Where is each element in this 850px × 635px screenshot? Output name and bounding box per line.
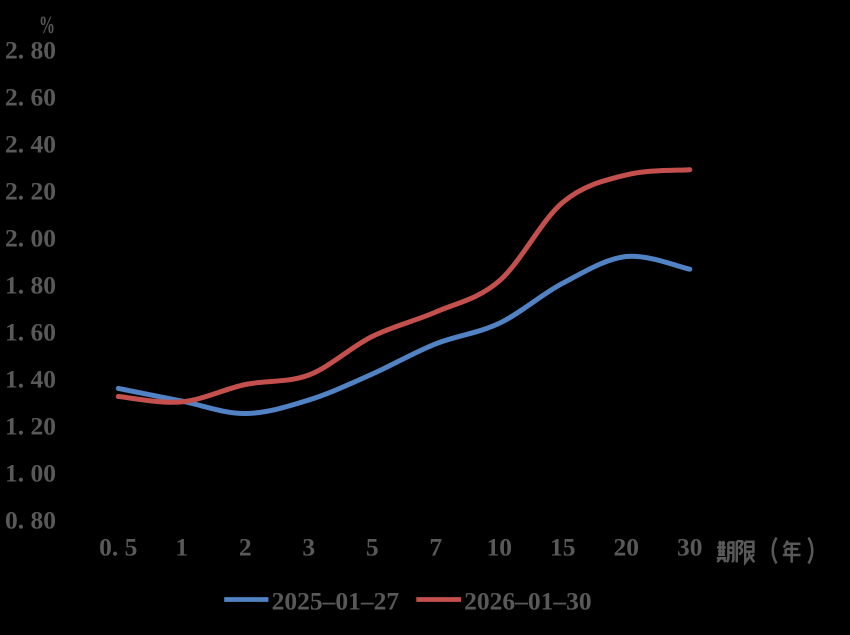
svg-text:1. 80: 1. 80 [5, 270, 56, 299]
svg-text:30: 30 [677, 533, 703, 562]
svg-text:2. 20: 2. 20 [5, 176, 56, 205]
svg-text:1: 1 [175, 533, 188, 562]
svg-text:1. 40: 1. 40 [5, 364, 56, 393]
svg-text:0. 80: 0. 80 [5, 505, 56, 534]
svg-text:10: 10 [487, 533, 513, 562]
svg-text:5: 5 [366, 533, 379, 562]
svg-text:20: 20 [614, 533, 640, 562]
svg-text:1. 60: 1. 60 [5, 317, 56, 346]
svg-text:2025–01–27: 2025–01–27 [272, 587, 400, 616]
svg-text:1. 00: 1. 00 [5, 458, 56, 487]
svg-text:0. 5: 0. 5 [99, 533, 137, 562]
svg-text:2026–01–30: 2026–01–30 [464, 587, 591, 616]
svg-text:7: 7 [429, 533, 442, 562]
svg-text:1. 20: 1. 20 [5, 411, 56, 440]
svg-text:%: % [39, 10, 55, 39]
svg-text:2: 2 [239, 533, 252, 562]
svg-text:2. 80: 2. 80 [5, 35, 56, 64]
svg-text:15: 15 [550, 533, 576, 562]
svg-text:3: 3 [302, 533, 315, 562]
svg-text:2. 60: 2. 60 [5, 82, 56, 111]
svg-text:2. 40: 2. 40 [5, 129, 56, 158]
svg-text:2. 00: 2. 00 [5, 223, 56, 252]
